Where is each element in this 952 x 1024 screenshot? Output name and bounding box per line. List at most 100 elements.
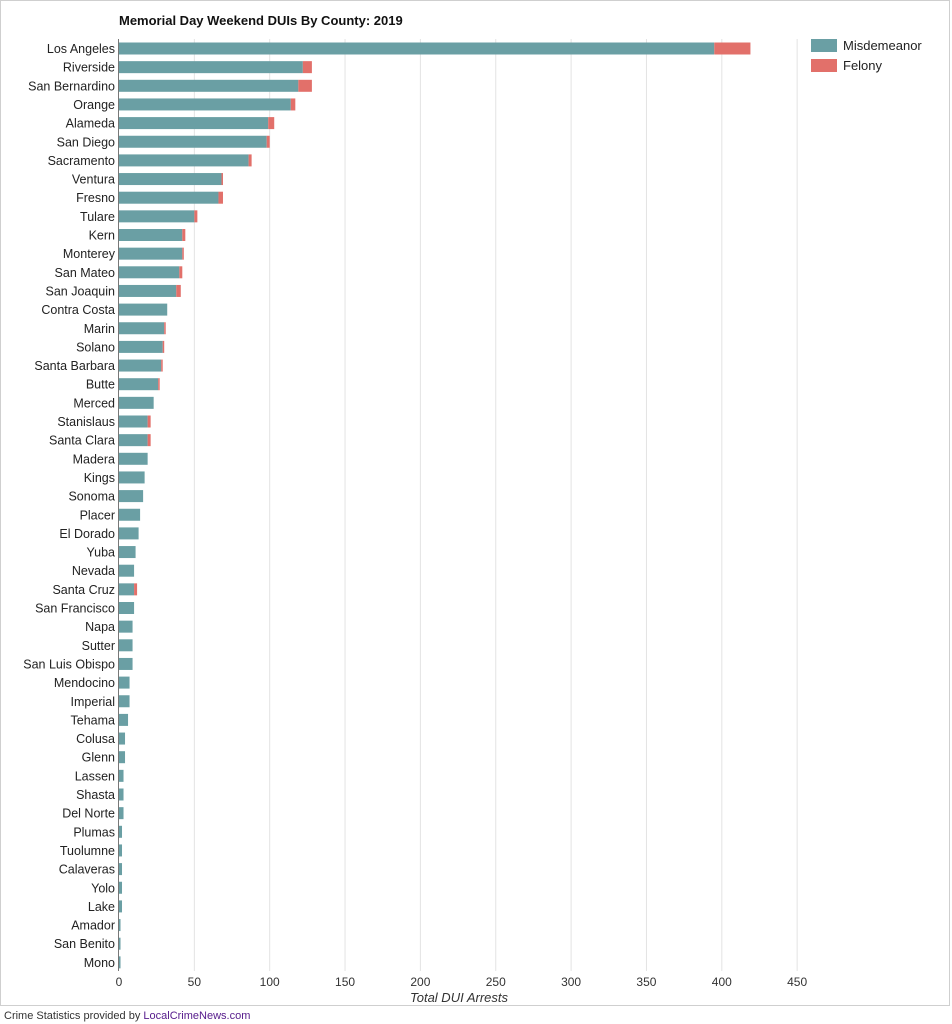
bar-misdemeanor[interactable] (119, 863, 123, 876)
bar-felony[interactable] (248, 154, 252, 167)
bar-felony[interactable] (268, 117, 275, 130)
bar-misdemeanor[interactable] (119, 807, 124, 820)
bar-misdemeanor[interactable] (119, 602, 135, 614)
bar-misdemeanor[interactable] (119, 173, 222, 186)
bar-misdemeanor[interactable] (119, 676, 130, 689)
bar-felony[interactable] (179, 266, 183, 279)
bar-misdemeanor[interactable] (119, 210, 195, 223)
bar-felony[interactable] (182, 229, 186, 241)
bar-felony[interactable] (147, 415, 151, 428)
bar-misdemeanor[interactable] (119, 751, 126, 764)
bar-misdemeanor[interactable] (119, 340, 163, 353)
bar-misdemeanor[interactable] (119, 42, 715, 55)
bar-misdemeanor[interactable] (119, 769, 124, 782)
category-label: Lassen (75, 769, 115, 783)
bar-misdemeanor[interactable] (119, 247, 183, 260)
bar-misdemeanor[interactable] (119, 378, 159, 391)
bar-misdemeanor[interactable] (119, 154, 249, 167)
bar-felony[interactable] (158, 378, 160, 391)
category-label: San Luis Obispo (23, 657, 115, 671)
bar-misdemeanor[interactable] (119, 825, 123, 838)
bar-misdemeanor[interactable] (119, 266, 180, 279)
category-label: Lake (88, 900, 115, 914)
bar-misdemeanor[interactable] (119, 564, 135, 577)
bar-misdemeanor[interactable] (119, 98, 291, 111)
bar-misdemeanor[interactable] (119, 191, 219, 204)
credit-link[interactable]: LocalCrimeNews.com (143, 1010, 251, 1022)
bar-felony[interactable] (298, 79, 312, 92)
bar-misdemeanor[interactable] (119, 490, 144, 503)
category-label: Mendocino (54, 676, 115, 690)
bar-felony[interactable] (290, 98, 296, 111)
bar-misdemeanor[interactable] (119, 844, 123, 857)
bar-misdemeanor[interactable] (119, 881, 123, 894)
bar-misdemeanor[interactable] (119, 452, 148, 465)
bar-misdemeanor[interactable] (119, 639, 133, 652)
bar-felony[interactable] (134, 583, 138, 596)
bar-misdemeanor[interactable] (119, 303, 168, 316)
grid-lines (193, 39, 798, 971)
bar-misdemeanor[interactable] (119, 117, 269, 130)
category-label: Fresno (76, 191, 115, 205)
bar-misdemeanor[interactable] (119, 546, 136, 559)
bar-felony[interactable] (161, 359, 163, 372)
bar-misdemeanor[interactable] (119, 322, 165, 335)
category-label: Kings (84, 471, 115, 485)
bar-felony[interactable] (182, 247, 184, 260)
bar-misdemeanor[interactable] (119, 583, 135, 596)
category-label: El Dorado (59, 527, 115, 541)
bar-misdemeanor[interactable] (119, 620, 133, 633)
bar-misdemeanor[interactable] (119, 434, 148, 447)
bar-misdemeanor[interactable] (119, 732, 126, 745)
category-label: Colusa (76, 732, 115, 746)
category-label: Kern (89, 229, 115, 243)
bar-felony[interactable] (162, 340, 165, 353)
category-label: San Diego (57, 135, 115, 149)
bar-felony[interactable] (147, 434, 151, 447)
bar-felony[interactable] (176, 284, 181, 297)
bar-misdemeanor[interactable] (119, 919, 121, 932)
bar-misdemeanor[interactable] (119, 527, 139, 540)
bar-felony[interactable] (714, 42, 751, 55)
bar-felony[interactable] (164, 322, 166, 335)
bar-misdemeanor[interactable] (119, 937, 121, 950)
bar-misdemeanor[interactable] (119, 657, 133, 670)
category-label: Monterey (63, 247, 116, 261)
bar-misdemeanor[interactable] (119, 359, 162, 372)
credit-line: Crime Statistics provided by LocalCrimeN… (4, 1010, 250, 1022)
x-tick-label: 400 (712, 975, 732, 989)
bar-felony[interactable] (266, 135, 270, 148)
bar-misdemeanor[interactable] (119, 135, 267, 148)
bar-misdemeanor[interactable] (119, 713, 129, 726)
bar-misdemeanor[interactable] (119, 471, 145, 484)
bar-misdemeanor[interactable] (119, 695, 130, 708)
category-label: Solano (76, 340, 115, 354)
bar-felony[interactable] (218, 191, 223, 204)
category-label: Alameda (66, 117, 115, 131)
bar-misdemeanor[interactable] (119, 788, 124, 801)
bar-misdemeanor[interactable] (119, 79, 299, 92)
category-label: Sutter (82, 639, 115, 653)
bar-misdemeanor[interactable] (119, 900, 123, 913)
bar-felony[interactable] (302, 61, 312, 74)
bar-misdemeanor[interactable] (119, 415, 148, 428)
category-label: Yolo (91, 881, 115, 895)
category-label: Sacramento (48, 154, 115, 168)
category-label: Nevada (72, 564, 115, 578)
category-labels: Los Angeles Riverside San Bernardino Orange… (23, 42, 115, 970)
bar-misdemeanor[interactable] (119, 284, 177, 297)
category-label: Butte (86, 378, 115, 392)
legend[interactable]: Misdemeanor Felony (811, 38, 922, 73)
bar-misdemeanor[interactable] (119, 396, 154, 409)
bar-misdemeanor[interactable] (119, 229, 183, 241)
bar-misdemeanor[interactable] (119, 61, 303, 74)
x-tick-label: 300 (561, 975, 581, 989)
x-tick-label: 150 (335, 975, 355, 989)
bar-felony[interactable] (221, 173, 223, 186)
bar-misdemeanor[interactable] (119, 956, 121, 969)
category-label: Ventura (72, 173, 115, 187)
bar-misdemeanor[interactable] (119, 508, 141, 521)
bar-felony[interactable] (194, 210, 198, 223)
